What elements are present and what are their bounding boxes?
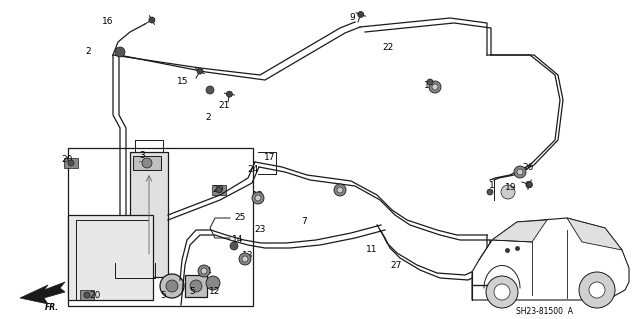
Text: 26: 26	[522, 164, 534, 173]
Text: 13: 13	[243, 251, 253, 261]
Circle shape	[149, 17, 155, 23]
Text: 3: 3	[139, 151, 145, 160]
Text: 16: 16	[102, 18, 114, 26]
Circle shape	[190, 280, 202, 292]
Circle shape	[334, 184, 346, 196]
Circle shape	[242, 256, 248, 262]
Text: 22: 22	[382, 43, 394, 53]
Text: FR.: FR.	[45, 302, 59, 311]
Text: 12: 12	[209, 286, 221, 295]
Text: 9: 9	[349, 13, 355, 23]
Text: 1: 1	[489, 181, 495, 189]
Bar	[68, 148, 253, 306]
Circle shape	[206, 276, 220, 290]
Circle shape	[527, 182, 532, 188]
Circle shape	[68, 160, 74, 166]
Text: ~: ~	[138, 159, 145, 167]
Polygon shape	[567, 218, 622, 250]
Circle shape	[589, 282, 605, 298]
Text: 20: 20	[90, 291, 100, 300]
Circle shape	[429, 81, 441, 93]
Circle shape	[166, 280, 178, 292]
Circle shape	[197, 68, 203, 74]
Circle shape	[501, 185, 515, 199]
Polygon shape	[492, 220, 547, 242]
Circle shape	[230, 242, 238, 250]
Circle shape	[486, 276, 518, 308]
Text: 27: 27	[390, 261, 402, 270]
Circle shape	[198, 265, 210, 277]
Text: 5: 5	[189, 286, 195, 295]
Text: 14: 14	[232, 235, 244, 244]
Text: SH23-81500  A: SH23-81500 A	[516, 308, 573, 316]
Text: 2: 2	[205, 114, 211, 122]
Circle shape	[427, 79, 433, 85]
Circle shape	[255, 195, 261, 201]
Circle shape	[239, 253, 251, 265]
Polygon shape	[20, 282, 65, 304]
Text: 4: 4	[205, 268, 211, 277]
Text: 11: 11	[366, 246, 378, 255]
Text: 15: 15	[177, 78, 189, 86]
Bar	[130, 152, 168, 277]
Text: 23: 23	[254, 226, 266, 234]
Circle shape	[84, 292, 90, 298]
Text: 20: 20	[61, 155, 73, 165]
Bar	[185, 275, 207, 297]
Text: 10: 10	[424, 80, 436, 90]
Circle shape	[252, 192, 264, 204]
Circle shape	[227, 91, 232, 97]
Circle shape	[487, 189, 493, 195]
Circle shape	[216, 187, 222, 193]
Text: 19: 19	[505, 183, 516, 192]
Text: 20: 20	[212, 186, 224, 195]
Text: 8: 8	[334, 186, 340, 195]
Polygon shape	[472, 218, 629, 300]
Bar	[68, 215, 153, 300]
Text: 6: 6	[524, 182, 530, 190]
Circle shape	[115, 47, 125, 57]
Circle shape	[432, 84, 438, 90]
Circle shape	[160, 274, 184, 298]
Bar	[133, 156, 161, 170]
Text: 2: 2	[85, 48, 91, 56]
Bar	[80, 290, 94, 300]
Circle shape	[494, 284, 510, 300]
Text: 18: 18	[252, 190, 264, 199]
Text: 17: 17	[264, 153, 276, 162]
Circle shape	[517, 169, 523, 175]
Text: 25: 25	[234, 213, 246, 222]
Text: 24: 24	[248, 166, 259, 174]
Text: 5: 5	[160, 291, 166, 300]
Circle shape	[358, 11, 364, 18]
Circle shape	[337, 187, 343, 193]
Circle shape	[201, 268, 207, 274]
Circle shape	[142, 158, 152, 168]
Text: 21: 21	[218, 100, 230, 109]
Circle shape	[206, 86, 214, 94]
Bar	[64, 158, 78, 168]
Circle shape	[579, 272, 615, 308]
Bar	[212, 185, 226, 195]
Text: 7: 7	[301, 218, 307, 226]
Circle shape	[514, 166, 526, 178]
